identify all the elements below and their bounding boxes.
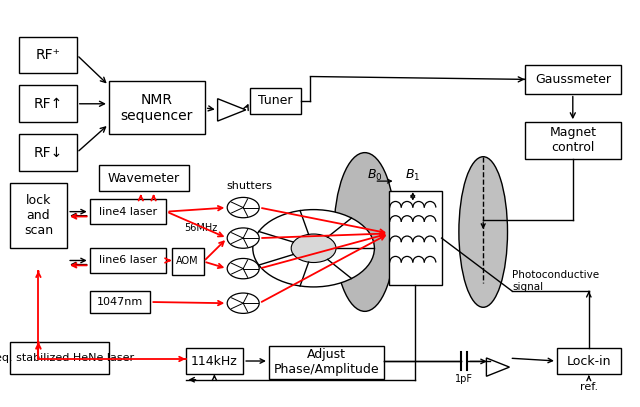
Text: RF↓: RF↓ [33,146,63,160]
Text: Adjust
Phase/Amplitude: Adjust Phase/Amplitude [273,348,380,376]
Text: RF⁺: RF⁺ [36,48,60,62]
Bar [10,183,67,248]
Text: Tuner: Tuner [258,94,292,107]
Bar [10,342,109,374]
Text: RF↑: RF↑ [33,97,63,111]
Polygon shape [486,358,509,376]
Bar [90,291,150,313]
Circle shape [291,234,336,263]
Bar [525,122,621,159]
Circle shape [227,228,259,248]
Bar [99,165,189,191]
Text: Gaussmeter: Gaussmeter [535,73,611,86]
Text: shutters: shutters [227,181,273,191]
Bar [389,191,442,285]
Text: ref.: ref. [580,383,598,392]
Circle shape [227,197,259,218]
Text: Freq. stabilized HeNe laser: Freq. stabilized HeNe laser [0,353,134,363]
Bar [19,37,77,73]
Bar [269,346,384,379]
Bar [250,88,301,114]
Bar [186,348,243,374]
Bar [19,85,77,122]
Text: Photoconductive
signal: Photoconductive signal [512,270,599,292]
Bar [525,65,621,94]
Bar [90,199,166,224]
Circle shape [227,293,259,313]
Text: Lock-in: Lock-in [566,355,611,368]
Text: 1047nm: 1047nm [97,297,143,307]
Text: Wavemeter: Wavemeter [108,172,180,184]
Ellipse shape [459,157,508,307]
Ellipse shape [334,153,396,311]
Polygon shape [218,99,246,121]
Text: 56MHz: 56MHz [184,223,218,233]
Bar [172,248,204,275]
Text: $B_1$: $B_1$ [405,167,420,183]
Text: Magnet
control: Magnet control [549,127,596,154]
Text: 1pF: 1pF [455,374,473,385]
Circle shape [253,210,374,287]
Bar [109,81,205,134]
Bar [90,248,166,273]
Bar [557,348,621,374]
Text: lock
and
scan: lock and scan [24,194,53,237]
Text: line6 laser: line6 laser [99,256,157,265]
Bar [19,134,77,171]
Text: 114kHz: 114kHz [191,355,238,368]
Circle shape [227,258,259,279]
Text: line4 laser: line4 laser [99,207,157,217]
Text: NMR
sequencer: NMR sequencer [120,93,193,123]
Text: $B_0$: $B_0$ [367,167,383,183]
Text: AOM: AOM [176,256,199,267]
